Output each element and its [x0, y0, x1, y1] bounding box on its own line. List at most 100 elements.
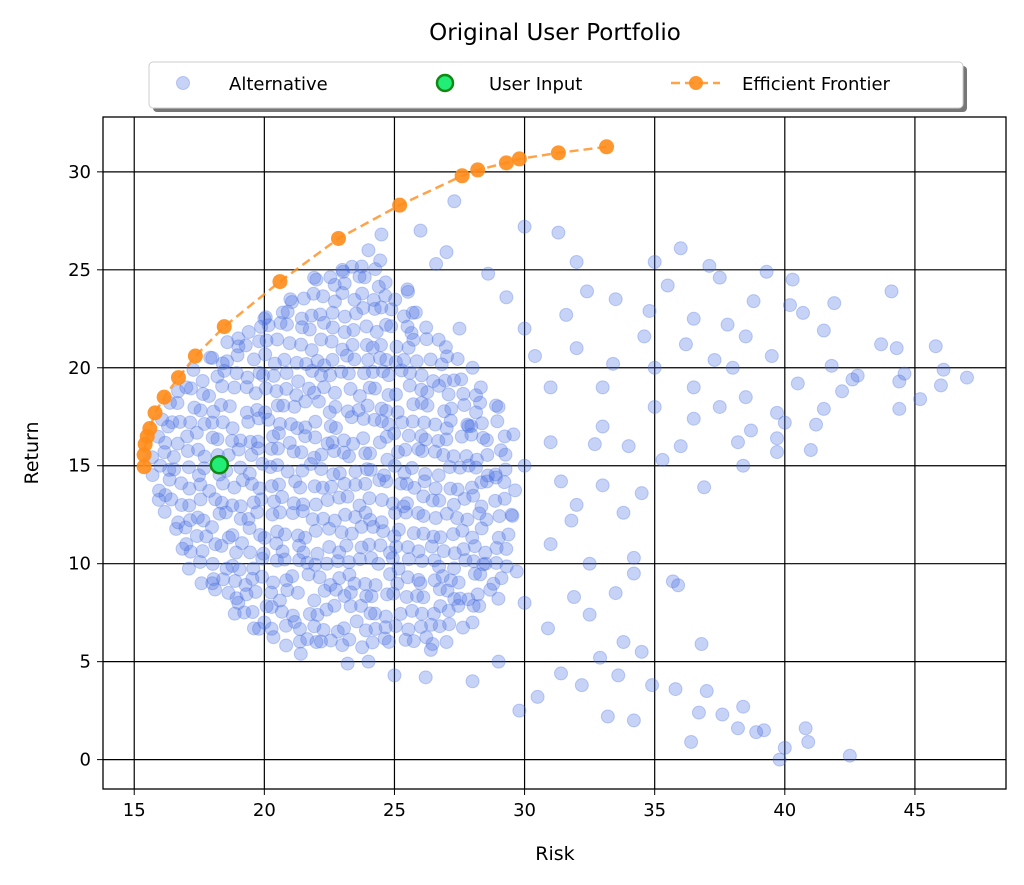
alternative-point	[270, 458, 285, 473]
alternative-point	[352, 388, 367, 403]
alternative-point	[443, 481, 458, 496]
alternative-point	[319, 556, 334, 571]
alternative-point	[217, 363, 232, 378]
alternative-point	[488, 467, 503, 482]
alternative-point	[420, 398, 435, 413]
alternative-point	[517, 219, 532, 234]
alternative-point	[349, 614, 364, 629]
alternative-point	[171, 515, 186, 530]
alternative-point	[399, 496, 414, 511]
alternative-point	[323, 368, 338, 383]
alternative-point	[301, 567, 316, 582]
alternative-point	[777, 415, 792, 430]
alternative-point	[272, 593, 287, 608]
alternative-point	[450, 482, 465, 497]
plot-frame	[102, 116, 1007, 790]
alternative-point	[769, 431, 784, 446]
alternative-point	[380, 452, 395, 467]
alternative-point	[691, 705, 706, 720]
alternative-point	[634, 644, 649, 659]
alternative-point	[336, 264, 351, 279]
alternative-point	[431, 332, 446, 347]
alternative-point	[307, 270, 322, 285]
alternative-point	[307, 619, 322, 634]
alternative-point	[180, 444, 195, 459]
alternative-point	[280, 464, 295, 479]
alternative-point	[616, 635, 631, 650]
alternative-point	[343, 381, 358, 396]
alternative-point	[400, 284, 415, 299]
alternative-point	[310, 607, 325, 622]
alternative-point	[244, 448, 259, 463]
alternative-point	[354, 540, 369, 555]
alternative-point	[803, 443, 818, 458]
alternative-point	[850, 368, 865, 383]
alternative-point	[845, 372, 860, 387]
alternative-point	[473, 380, 488, 395]
alternative-point	[372, 473, 387, 488]
alternative-point	[158, 488, 173, 503]
alternative-point	[377, 631, 392, 646]
alternative-point	[272, 477, 287, 492]
alternative-point	[417, 474, 432, 489]
alternative-point	[461, 419, 476, 434]
alternative-point	[360, 462, 375, 477]
alternative-point	[415, 553, 430, 568]
alternative-point	[371, 279, 386, 294]
alternative-point	[252, 334, 267, 349]
alternative-point	[616, 505, 631, 520]
x-tick-label: 40	[773, 800, 796, 821]
alternative-point	[277, 352, 292, 367]
alternative-point	[180, 429, 195, 444]
alternative-point	[478, 556, 493, 571]
alternative-point	[743, 423, 758, 438]
alternative-point	[337, 588, 352, 603]
alternative-point	[376, 364, 391, 379]
alternative-point	[233, 460, 248, 475]
alternative-point	[488, 493, 503, 508]
alternative-point	[314, 332, 329, 347]
alternative-point	[257, 615, 272, 630]
legend-alternative-label: Alternative	[229, 74, 328, 95]
alternative-point	[395, 415, 410, 430]
alternative-point	[323, 633, 338, 648]
alternative-point	[388, 355, 403, 370]
alternative-point	[368, 621, 383, 636]
y-tick-label: 5	[80, 652, 91, 673]
alternative-point	[235, 536, 250, 551]
alternative-point	[493, 443, 508, 458]
alternative-point	[446, 449, 461, 464]
alternative-point	[197, 416, 212, 431]
alternative-point	[671, 578, 686, 593]
alternative-point	[373, 253, 388, 268]
alternative-point	[499, 559, 514, 574]
alternative-point	[467, 566, 482, 581]
alternative-point	[298, 394, 313, 409]
alternative-point	[341, 555, 356, 570]
alternative-point	[393, 606, 408, 621]
alternative-point	[361, 243, 376, 258]
alternative-point	[312, 570, 327, 585]
alternative-point	[337, 325, 352, 340]
alternative-point	[403, 365, 418, 380]
alternative-point	[363, 606, 378, 621]
alternative-point	[341, 366, 356, 381]
alternative-point	[554, 474, 569, 489]
alternative-point	[248, 386, 263, 401]
alternative-point	[479, 433, 494, 448]
alternative-point	[415, 443, 430, 458]
alternative-point	[390, 576, 405, 591]
alternative-point	[391, 522, 406, 537]
alternative-point	[205, 415, 220, 430]
alternative-point	[231, 442, 246, 457]
alternative-point	[302, 607, 317, 622]
alternative-point	[479, 512, 494, 527]
alternative-point	[406, 634, 421, 649]
alternative-point	[749, 725, 764, 740]
alternative-point	[406, 526, 421, 541]
alternative-point	[359, 319, 374, 334]
alternative-point	[367, 381, 382, 396]
alternative-point	[411, 442, 426, 457]
alternative-point	[292, 553, 307, 568]
